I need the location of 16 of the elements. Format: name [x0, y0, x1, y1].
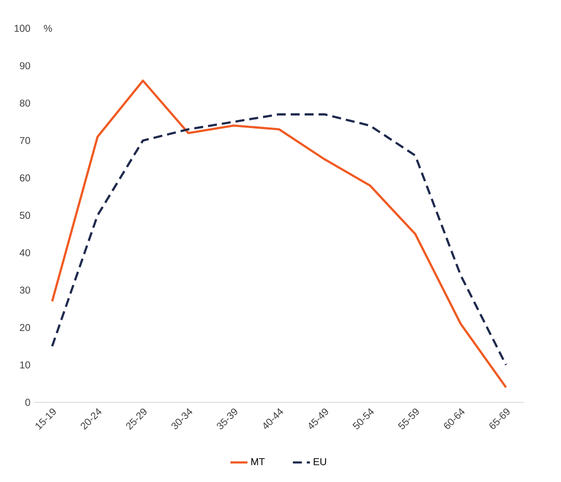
line-series: [51, 113, 508, 366]
y-tick-label: 60: [20, 174, 30, 182]
y-tick-label: 30: [20, 286, 30, 294]
y-tick-label: 70: [20, 137, 30, 144]
y-tick-label: 0: [25, 398, 30, 406]
y-axis-title: %: [44, 25, 52, 32]
y-tick-label: 10: [20, 362, 30, 369]
y-tick-label: 50: [20, 212, 30, 220]
y-tick-label: 20: [20, 324, 30, 332]
y-tick-label: 80: [20, 100, 30, 107]
y-tick-label: 100: [14, 24, 30, 32]
y-tick-label: 90: [20, 62, 30, 70]
legend-label: EU: [314, 458, 326, 466]
legend-label: MT: [251, 458, 265, 466]
y-tick-label: 40: [20, 249, 30, 256]
line-series: [51, 80, 508, 389]
